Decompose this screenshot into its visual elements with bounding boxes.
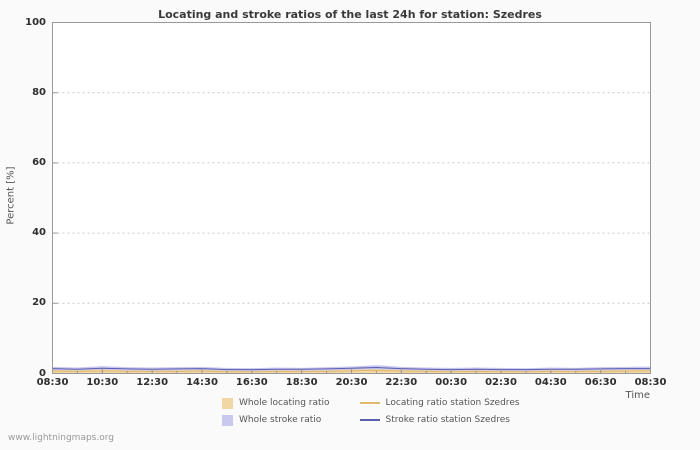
x-tick-label: 10:30 (86, 377, 119, 388)
x-tick-label: 12:30 (136, 377, 169, 388)
legend-item: Whole locating ratio (222, 397, 330, 409)
legend-label: Locating ratio station Szedres (385, 398, 520, 408)
legend-item: Stroke ratio station Szedres (359, 414, 520, 426)
legend-swatch-line (359, 419, 380, 421)
legend-item: Whole stroke ratio (222, 414, 330, 426)
legend-label: Whole locating ratio (239, 398, 330, 408)
x-tick-label: 02:30 (485, 377, 517, 388)
legend-column: Locating ratio station Szedres Stroke rat… (359, 397, 520, 426)
legend-swatch-square (222, 397, 233, 409)
y-tick-label: 0 (39, 367, 46, 379)
x-tick-label: 00:30 (435, 377, 468, 388)
chart-title: Locating and stroke ratios of the last 2… (158, 8, 542, 21)
y-tick-label: 100 (25, 16, 46, 28)
legend-swatch-line (359, 402, 380, 404)
x-axis-label: Time (625, 390, 650, 401)
x-tick-label: 18:30 (285, 377, 318, 388)
legend-column: Whole locating ratio Whole stroke ratio (222, 397, 330, 426)
watermark: www.lightningmaps.org (8, 433, 114, 443)
x-tick-label: 04:30 (534, 377, 567, 388)
x-tick-label: 14:30 (186, 377, 218, 388)
legend-label: Whole stroke ratio (239, 415, 322, 425)
x-tick-label: 08:30 (36, 377, 69, 388)
x-tick-label: 16:30 (235, 377, 268, 388)
x-tick-label: 20:30 (335, 377, 368, 388)
legend-item: Locating ratio station Szedres (359, 397, 520, 409)
y-tick-label: 60 (32, 156, 46, 168)
legend: Whole locating ratio Whole stroke ratio Lo… (222, 397, 520, 426)
x-tick-label: 06:30 (584, 377, 617, 388)
y-tick-label: 80 (32, 86, 46, 98)
y-tick-label: 20 (32, 297, 46, 309)
legend-label: Stroke ratio station Szedres (385, 415, 510, 425)
x-tick-label: 08:30 (634, 377, 667, 388)
x-tick-label: 22:30 (385, 377, 418, 388)
legend-swatch-square (222, 414, 233, 426)
y-tick-label: 40 (32, 227, 46, 239)
